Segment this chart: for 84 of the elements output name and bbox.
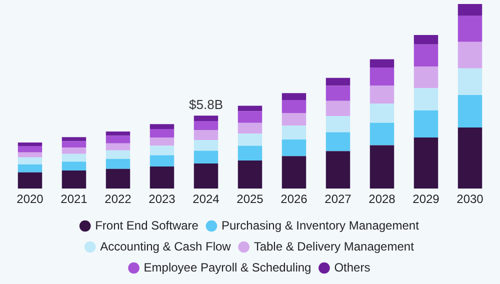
bar [18, 142, 42, 146]
bar [370, 68, 394, 86]
bar [150, 128, 174, 138]
bar [18, 157, 42, 164]
bar [414, 44, 438, 67]
x-tick-label: 2030 [456, 192, 484, 206]
bar [326, 116, 350, 132]
bar [326, 100, 350, 116]
annotation: $5.8B [189, 96, 223, 112]
bar [282, 139, 306, 156]
bar [282, 93, 306, 100]
bar [106, 150, 130, 159]
bar [194, 140, 218, 151]
x-tick-label: 2027 [324, 192, 352, 206]
bar [106, 143, 130, 150]
bar [150, 146, 174, 156]
bar [458, 4, 482, 16]
bar [282, 126, 306, 140]
x-tick-label: 2026 [280, 192, 308, 206]
bar [106, 132, 130, 136]
bar [326, 86, 350, 101]
bar [194, 121, 218, 130]
bar [370, 86, 394, 104]
bar [18, 146, 42, 152]
bar [62, 170, 86, 189]
x-tick-label: 2024 [192, 192, 220, 206]
bar [194, 163, 218, 189]
bar [370, 145, 394, 189]
bar [150, 155, 174, 166]
bar [282, 156, 306, 189]
bar [238, 122, 262, 134]
bar [414, 88, 438, 110]
bar [370, 59, 394, 68]
x-tick-label: 2020 [16, 192, 44, 206]
bar [238, 106, 262, 112]
x-tick-label: 2028 [368, 192, 396, 206]
bar [150, 124, 174, 129]
bar [150, 137, 174, 146]
bar [194, 130, 218, 140]
bar [106, 168, 130, 189]
legend-label: Table & Delivery Management [254, 239, 415, 254]
bar [370, 104, 394, 123]
bar [150, 166, 174, 189]
bar [458, 95, 482, 128]
bar [326, 132, 350, 152]
bar [18, 152, 42, 158]
bar [282, 100, 306, 114]
legend-label: Purchasing & Inventory Management [221, 218, 420, 232]
bar [458, 128, 482, 189]
bar [238, 111, 262, 123]
bar [62, 162, 86, 171]
bar [238, 134, 262, 146]
bar [18, 164, 42, 172]
x-tick-label: 2029 [412, 192, 440, 206]
bar [62, 148, 86, 154]
bar [62, 141, 86, 148]
bar [18, 172, 42, 189]
bar [62, 154, 86, 162]
bar [106, 158, 130, 169]
bar [194, 150, 218, 164]
x-tick-label: 2022 [104, 192, 132, 206]
legend-label: Employee Payroll & Scheduling [144, 260, 312, 274]
bar [106, 136, 130, 144]
bar [414, 137, 438, 189]
bar [458, 68, 482, 96]
legend-label: Front End Software [95, 218, 199, 232]
x-tick-label: 2021 [60, 192, 88, 206]
bar [414, 66, 438, 88]
bar [326, 151, 350, 189]
bar [62, 137, 86, 142]
bar [238, 146, 262, 161]
bar [458, 42, 482, 68]
x-tick-label: 2023 [148, 192, 176, 206]
bar [370, 122, 394, 146]
legend-label: Accounting & Cash Flow [100, 239, 232, 254]
bar [458, 16, 482, 42]
bar [414, 35, 438, 44]
bar [282, 113, 306, 126]
bar [194, 116, 218, 122]
bar [414, 110, 438, 138]
bar [238, 160, 262, 189]
legend-label: Others [334, 260, 370, 274]
x-tick-label: 2025 [236, 192, 264, 206]
bar [326, 78, 350, 86]
